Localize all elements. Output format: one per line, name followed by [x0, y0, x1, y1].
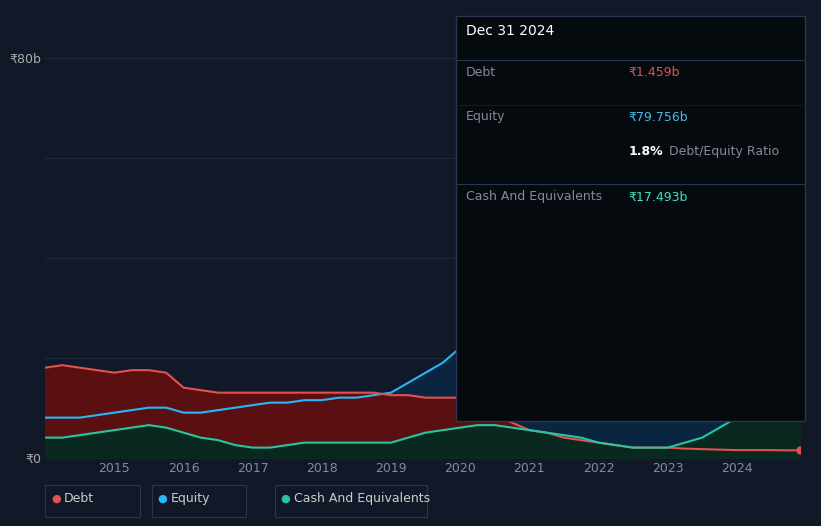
- Text: Cash And Equivalents: Cash And Equivalents: [466, 190, 602, 204]
- Text: ₹79.756b: ₹79.756b: [628, 110, 688, 124]
- Text: Equity: Equity: [466, 110, 505, 124]
- Text: ●: ●: [158, 493, 167, 504]
- Text: Equity: Equity: [171, 492, 210, 505]
- Text: 1.8%: 1.8%: [628, 145, 663, 158]
- Text: Dec 31 2024: Dec 31 2024: [466, 24, 553, 38]
- Text: ₹17.493b: ₹17.493b: [628, 190, 687, 204]
- Text: Cash And Equivalents: Cash And Equivalents: [294, 492, 430, 505]
- Text: ₹1.459b: ₹1.459b: [628, 66, 680, 79]
- Text: Debt: Debt: [466, 66, 496, 79]
- Text: ●: ●: [51, 493, 61, 504]
- Text: ●: ●: [281, 493, 291, 504]
- Text: Debt: Debt: [64, 492, 94, 505]
- Text: Debt/Equity Ratio: Debt/Equity Ratio: [665, 145, 779, 158]
